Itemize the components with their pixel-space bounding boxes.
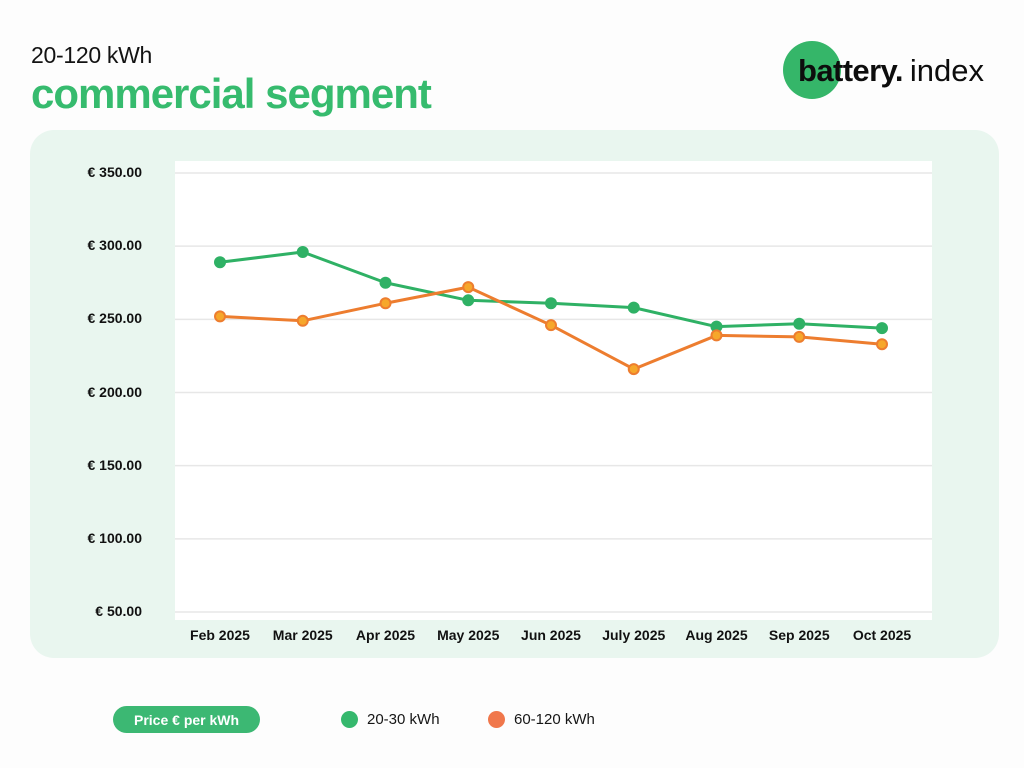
x-axis-tick-label: Apr 2025 xyxy=(355,627,416,643)
page-header: 20-120 kWh commercial segment xyxy=(31,42,432,118)
data-point-60-120-kwh-july-2025 xyxy=(627,363,640,376)
legend-dot-green-icon xyxy=(341,711,358,728)
y-axis-tick-label: € 350.00 xyxy=(87,164,143,180)
logo-text: battery. index xyxy=(798,53,984,89)
data-point-20-30-kwh-jun-2025 xyxy=(545,297,557,310)
x-axis-tick-label: Aug 2025 xyxy=(685,627,748,643)
x-axis-tick-label: July 2025 xyxy=(602,627,666,643)
y-axis-tick-label: € 100.00 xyxy=(87,529,143,546)
data-point-20-30-kwh-mar-2025 xyxy=(296,246,309,259)
legend-label: 60-120 kWh xyxy=(514,711,595,728)
y-axis-tick-label: € 50.00 xyxy=(95,603,142,619)
legend-label: 20-30 kWh xyxy=(367,711,440,728)
y-axis-tick-label: € 300.00 xyxy=(87,237,143,254)
price-axis-pill: Price € per kWh xyxy=(113,706,261,733)
y-axis-tick-label: € 150.00 xyxy=(87,456,143,473)
line-chart-canvas xyxy=(175,172,932,613)
data-point-60-120-kwh-mar-2025 xyxy=(296,314,309,327)
data-point-20-30-kwh-feb-2025 xyxy=(214,256,226,269)
x-axis-tick-label: Oct 2025 xyxy=(852,627,912,643)
legend-dot-orange-icon xyxy=(488,711,505,728)
data-point-20-30-kwh-apr-2025 xyxy=(379,276,392,289)
data-point-60-120-kwh-feb-2025 xyxy=(214,310,226,323)
data-point-60-120-kwh-sep-2025 xyxy=(793,330,806,343)
chart-card: € 350.00 € 300.00 € 250.00 € 200.00 € 150.00… xyxy=(30,130,999,658)
data-point-60-120-kwh-apr-2025 xyxy=(379,297,392,310)
legend-item-20-30kwh: 20-30 kWh xyxy=(341,711,440,728)
data-point-60-120-kwh-oct-2025 xyxy=(876,338,888,351)
data-point-20-30-kwh-oct-2025 xyxy=(876,322,888,335)
data-point-20-30-kwh-july-2025 xyxy=(627,301,640,314)
logo-circle-icon xyxy=(783,41,841,99)
data-point-60-120-kwh-jun-2025 xyxy=(545,319,557,332)
page-subtitle: 20-120 kWh xyxy=(31,42,153,68)
chart-plot-area xyxy=(175,161,932,620)
legend-item-60-120kwh: 60-120 kWh xyxy=(488,711,595,728)
logo-text-bold: battery. xyxy=(798,53,903,88)
data-point-20-30-kwh-sep-2025 xyxy=(793,317,806,330)
page-title: commercial segment xyxy=(31,70,432,117)
x-axis-tick-label: Mar 2025 xyxy=(272,627,333,643)
x-axis-tick-label: Feb 2025 xyxy=(190,627,250,643)
data-point-20-30-kwh-may-2025 xyxy=(462,294,475,307)
data-point-60-120-kwh-aug-2025 xyxy=(710,329,723,342)
y-axis-tick-label: € 250.00 xyxy=(87,310,143,327)
y-axis-tick-label: € 200.00 xyxy=(87,383,143,400)
data-point-60-120-kwh-may-2025 xyxy=(462,281,475,294)
x-axis-tick-label: May 2025 xyxy=(437,627,500,643)
x-axis-tick-label: Sep 2025 xyxy=(768,627,830,643)
logo-text-light: index xyxy=(909,53,984,88)
x-axis-tick-label: Jun 2025 xyxy=(521,627,581,643)
